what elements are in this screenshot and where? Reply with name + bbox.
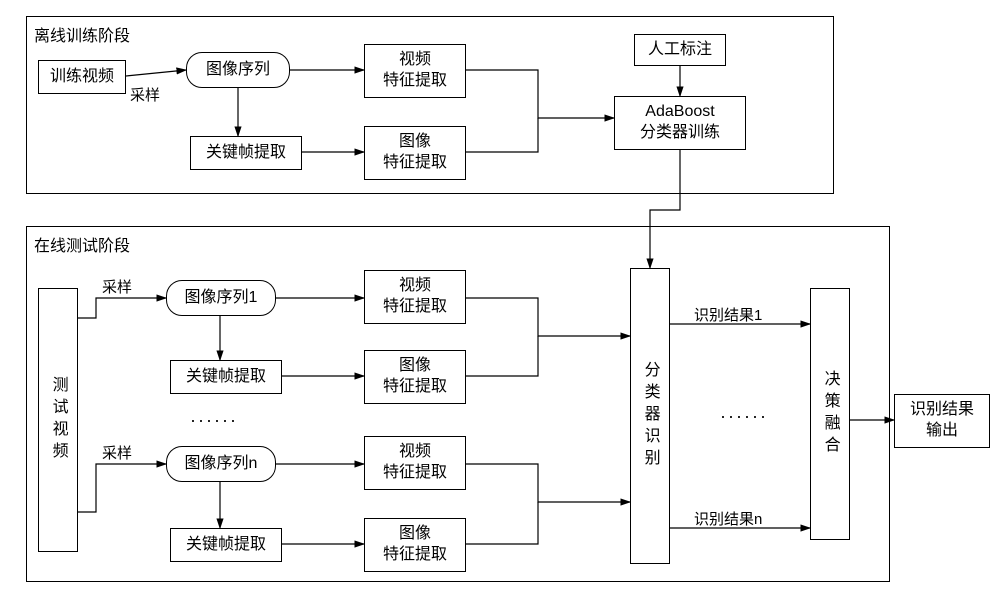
node-classifier: 分类器识别 [630,268,670,564]
node-img-feat-off: 图像 特征提取 [364,126,466,180]
node-adaboost: AdaBoost 分类器训练 [614,96,746,150]
node-key-1: 关键帧提取 [170,360,282,394]
dots-right: ······ [720,406,768,427]
node-img-seq-n: 图像序列n [166,446,276,482]
stage-offline-title: 离线训练阶段 [34,22,130,46]
node-img-feat-1: 图像 特征提取 [364,350,466,404]
stage-online-title: 在线测试阶段 [34,232,130,256]
node-manual: 人工标注 [634,34,726,66]
node-fusion: 决策融合 [810,288,850,540]
node-img-seq-off: 图像序列 [186,52,290,88]
node-key-off: 关键帧提取 [190,136,302,170]
node-test-video: 测试视频 [38,288,78,552]
node-vid-feat-1: 视频 特征提取 [364,270,466,324]
edge-label-result-n: 识别结果n [694,508,762,529]
edge-label-sample-n: 采样 [102,442,132,463]
edge-label-sample-1: 采样 [102,276,132,297]
diagram-canvas: 离线训练阶段 在线测试阶段 训练视频 图像序列 视频 特征提取 人工标注 关键帧… [10,10,1000,598]
node-key-n: 关键帧提取 [170,528,282,562]
node-output: 识别结果 输出 [894,394,990,448]
edge-label-result-1: 识别结果1 [694,304,762,325]
dots-left: ······ [190,410,238,431]
edge-label-sample-off: 采样 [130,84,160,105]
node-img-feat-n: 图像 特征提取 [364,518,466,572]
node-vid-feat-off: 视频 特征提取 [364,44,466,98]
node-vid-feat-n: 视频 特征提取 [364,436,466,490]
node-train-video: 训练视频 [38,60,126,94]
node-img-seq-1: 图像序列1 [166,280,276,316]
